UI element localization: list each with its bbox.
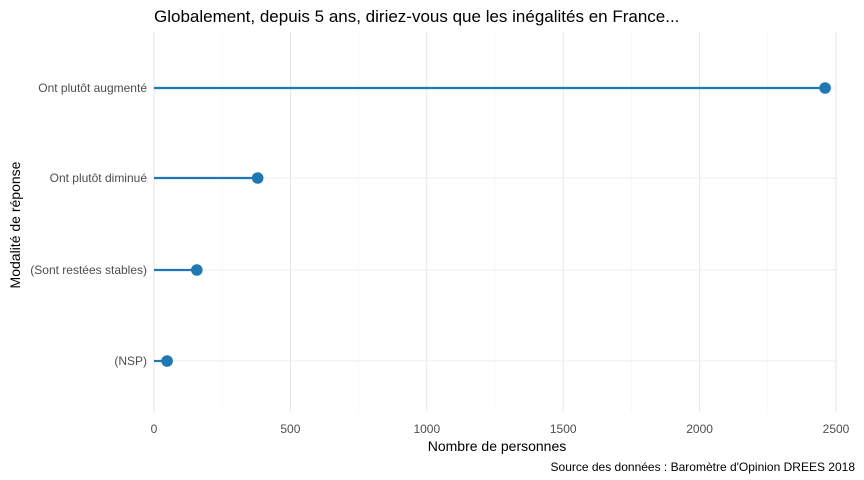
x-tick-labels: 0 500 1000 1500 2000 2500 <box>151 422 850 436</box>
y-tick-label: (NSP) <box>114 354 147 368</box>
x-tick-label: 1000 <box>413 422 440 436</box>
y-tick-labels: Ont plutôt augmenté Ont plutôt diminué (So… <box>30 81 147 368</box>
y-tick-label: Ont plutôt diminué <box>50 171 148 185</box>
x-tick-label: 2000 <box>686 422 713 436</box>
lollipop-point <box>819 82 831 94</box>
chart-caption: Source des données : Baromètre d'Opinion… <box>551 460 856 474</box>
y-tick-label: Ont plutôt augmenté <box>38 81 147 95</box>
x-axis-title: Nombre de personnes <box>428 438 567 454</box>
lollipop-point <box>161 355 173 367</box>
lollipop-point <box>191 264 203 276</box>
chart-marks <box>154 82 831 367</box>
y-axis-title: Modalité de réponse <box>7 161 23 288</box>
x-tick-label: 2500 <box>823 422 850 436</box>
x-tick-label: 500 <box>280 422 300 436</box>
x-tick-label: 1500 <box>550 422 577 436</box>
y-tick-label: (Sont restées stables) <box>30 263 147 277</box>
x-tick-label: 0 <box>151 422 158 436</box>
lollipop-point <box>251 172 264 184</box>
chart-title: Globalement, depuis 5 ans, diriez-vous q… <box>154 7 679 26</box>
